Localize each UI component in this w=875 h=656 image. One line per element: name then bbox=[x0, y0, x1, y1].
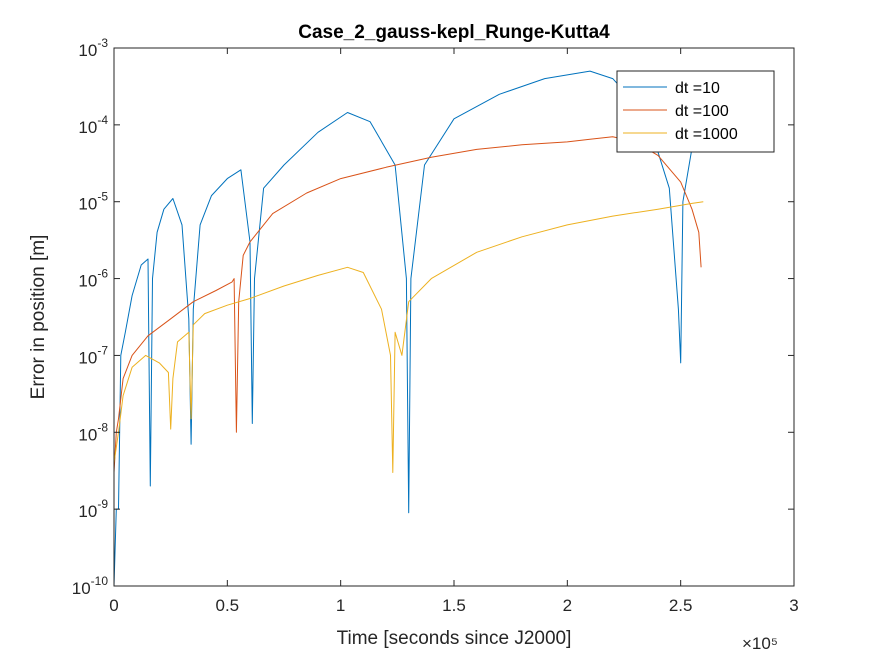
x-tick-label: 1 bbox=[336, 596, 345, 615]
legend-label-1: dt =10 bbox=[675, 80, 720, 97]
x-axis-label: Time [seconds since J2000] bbox=[337, 628, 572, 649]
y-tick-label: 10-5 bbox=[78, 190, 108, 214]
x-tick-label: 0.5 bbox=[216, 596, 240, 615]
legend: dt =10 dt =100 dt =1000 bbox=[616, 70, 775, 153]
x-tick-label: 1.5 bbox=[442, 596, 466, 615]
legend-label-2: dt =100 bbox=[675, 103, 729, 120]
y-tick-label: 10-8 bbox=[78, 420, 108, 444]
y-tick-label: 10-6 bbox=[78, 267, 108, 291]
series-line-3 bbox=[113, 201, 704, 473]
y-tick-label: 10-10 bbox=[72, 574, 109, 598]
chart-title: Case_2_gauss-kepl_Runge-Kutta4 bbox=[298, 22, 610, 43]
legend-label-3: dt =1000 bbox=[675, 126, 738, 143]
x-axis-exponent: ×10⁵ bbox=[742, 634, 778, 653]
x-axis-ticks: 0 0.5 1 1.5 2 2.5 3 bbox=[109, 48, 799, 615]
x-tick-label: 0 bbox=[109, 596, 118, 615]
y-axis-label: Error in position [m] bbox=[28, 235, 49, 400]
legend-box bbox=[616, 70, 775, 153]
y-axis-ticks: 10-10 10-9 10-8 10-7 10-6 10-5 10-4 10-3 bbox=[72, 36, 794, 598]
y-tick-label: 10-4 bbox=[78, 113, 108, 137]
x-tick-label: 2.5 bbox=[669, 596, 693, 615]
y-tick-label: 10-9 bbox=[78, 497, 108, 521]
y-tick-label: 10-3 bbox=[78, 36, 108, 60]
series-line-1 bbox=[113, 70, 704, 587]
x-tick-label: 2 bbox=[563, 596, 572, 615]
y-tick-label: 10-7 bbox=[78, 343, 108, 367]
x-tick-label: 3 bbox=[789, 596, 798, 615]
